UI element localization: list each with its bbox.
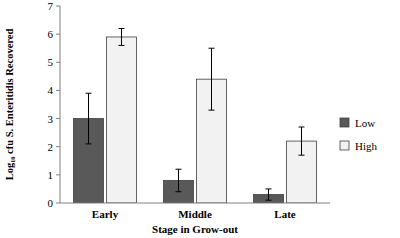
error-bar xyxy=(86,93,92,144)
y-tick xyxy=(56,146,60,147)
legend-label: Low xyxy=(355,117,375,129)
y-axis xyxy=(60,6,61,203)
error-bar xyxy=(299,127,305,155)
x-axis xyxy=(60,203,330,204)
y-tick-label: 5 xyxy=(48,56,54,68)
legend-swatch xyxy=(340,141,349,150)
error-bar xyxy=(266,189,272,200)
bars xyxy=(74,37,317,203)
x-tick-label: Early xyxy=(92,208,119,220)
y-tick xyxy=(56,90,60,91)
error-bars xyxy=(86,29,305,201)
x-axis-label: Stage in Grow-out xyxy=(152,223,238,235)
y-tick-label: 4 xyxy=(48,84,54,96)
x-tick-label: Late xyxy=(274,208,296,220)
y-tick xyxy=(56,203,60,204)
error-bar xyxy=(209,48,215,110)
error-bar xyxy=(119,29,125,46)
y-tick-label: 7 xyxy=(48,0,54,12)
y-tick-label: 6 xyxy=(48,28,54,40)
y-tick xyxy=(56,6,60,7)
y-axis-label: Log₁₀ cfu S. Enteritidis Recovered xyxy=(4,29,15,181)
y-tick-label: 1 xyxy=(48,169,54,181)
legend-label: High xyxy=(355,140,378,152)
y-tick-label: 2 xyxy=(48,141,54,153)
y-tick xyxy=(56,62,60,63)
y-tick-label: 0 xyxy=(48,197,54,209)
bar xyxy=(107,37,137,203)
chart-container: 0 1 2 3 4 5 6 7 Early Middle Late Stage in Grow-out… xyxy=(0,0,400,238)
x-tick-label: Middle xyxy=(178,208,212,220)
error-bar xyxy=(176,169,182,192)
legend-swatch xyxy=(340,118,349,127)
y-tick xyxy=(56,34,60,35)
chart-svg: 0 1 2 3 4 5 6 7 Early Middle Late Stage in Grow-out… xyxy=(0,0,400,238)
y-tick xyxy=(56,174,60,175)
y-tick-label: 3 xyxy=(48,113,54,125)
y-tick xyxy=(56,118,60,119)
